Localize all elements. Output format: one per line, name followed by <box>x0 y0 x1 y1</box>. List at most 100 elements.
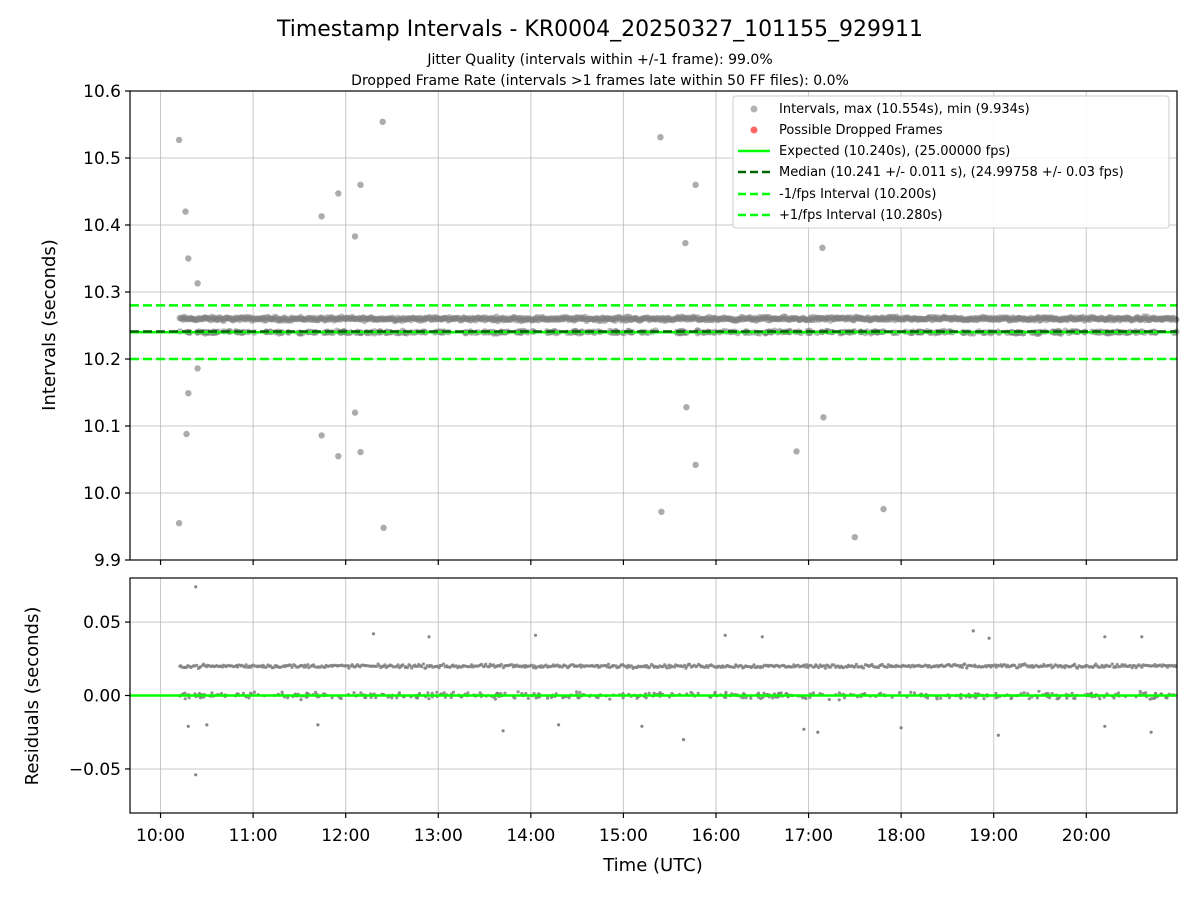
intervals-y-tick-label: 10.2 <box>83 350 121 370</box>
legend-label-dropped: Possible Dropped Frames <box>779 123 943 138</box>
intervals-y-axis-label: Intervals (seconds) <box>39 239 60 411</box>
intervals-outlier-point <box>692 181 699 188</box>
residuals-outlier-point <box>316 723 320 727</box>
residuals-point <box>688 662 692 667</box>
residuals-point <box>1016 666 1020 670</box>
residuals-point <box>430 691 434 695</box>
residuals-point <box>909 690 913 695</box>
residuals-point <box>478 691 482 695</box>
residuals-point <box>503 691 507 695</box>
residuals-y-ticks: −0.05 0.00 0.05 <box>69 613 130 780</box>
residuals-point <box>771 696 775 700</box>
residuals-point <box>529 663 534 667</box>
residuals-outlier-point <box>723 633 727 637</box>
residuals-point <box>854 662 859 666</box>
intervals-outlier-point <box>657 134 664 141</box>
residuals-y-tick-label: 0.00 <box>83 687 121 707</box>
residuals-point <box>479 662 484 667</box>
residuals-point <box>352 691 356 695</box>
residuals-point <box>484 662 488 666</box>
residuals-point <box>241 691 245 695</box>
legend-box <box>732 95 1170 229</box>
legend-label-minus-fps: -1/fps Interval (10.200s) <box>779 187 936 202</box>
intervals-outlier-point <box>820 414 827 421</box>
residuals-point <box>823 666 828 670</box>
residuals-point <box>741 696 746 700</box>
x-tick-label: 14:00 <box>506 826 555 846</box>
residuals-point <box>526 696 530 701</box>
residuals-point <box>364 696 368 700</box>
residuals-point <box>1049 663 1053 667</box>
residuals-point <box>198 665 203 669</box>
residuals-outlier-point <box>1149 730 1153 734</box>
intervals-outlier-points <box>175 118 887 541</box>
residuals-outlier-point <box>557 723 561 727</box>
intervals-outlier-point <box>335 453 342 460</box>
intervals-legend: Intervals, max (10.554s), min (9.934s) P… <box>732 95 1170 229</box>
residuals-point <box>183 697 187 701</box>
residuals-point <box>822 664 826 668</box>
residuals-point <box>1022 691 1026 695</box>
residuals-point <box>441 662 446 666</box>
intervals-outlier-point <box>185 255 192 262</box>
residuals-point <box>244 663 248 667</box>
residuals-outlier-point <box>501 729 505 733</box>
intervals-outlier-point <box>379 118 386 126</box>
residuals-point <box>805 663 809 667</box>
residuals-point <box>408 664 412 668</box>
residuals-point <box>419 665 424 669</box>
residuals-outlier-point <box>640 724 644 728</box>
residuals-point <box>397 691 401 695</box>
residuals-point <box>1140 665 1144 669</box>
intervals-outlier-point <box>357 181 364 188</box>
x-tick-label: 19:00 <box>969 826 1018 846</box>
residuals-point <box>1174 665 1178 669</box>
intervals-x-ticks <box>159 560 1087 565</box>
residuals-y-tick-label: 0.05 <box>83 613 121 633</box>
legend-marker-intervals <box>750 105 758 113</box>
intervals-outlier-point <box>335 190 342 197</box>
intervals-outlier-point <box>194 365 201 372</box>
intervals-y-tick-label: 10.3 <box>83 283 121 303</box>
x-tick-label: 20:00 <box>1062 826 1111 846</box>
residuals-outlier-point <box>186 724 190 728</box>
legend-label-median: Median (10.241 +/- 0.011 s), (24.99758 +… <box>779 165 1124 180</box>
residuals-point <box>608 697 612 701</box>
intervals-outlier-point <box>183 430 190 438</box>
residuals-point <box>621 696 625 700</box>
residuals-outlier-point <box>205 723 209 727</box>
x-tick-label: 13:00 <box>414 826 463 846</box>
residuals-point <box>960 665 964 670</box>
residuals-panel: 10:00 11:00 12:00 13:00 14:00 15:00 16:00 17:00… <box>22 577 1178 876</box>
residuals-point <box>339 696 343 701</box>
residuals-point <box>963 662 967 666</box>
residuals-outlier-point <box>971 629 975 633</box>
residuals-point <box>395 696 399 700</box>
residuals-point <box>435 690 439 694</box>
residuals-outlier-point <box>1103 724 1107 728</box>
residuals-point <box>247 696 251 700</box>
chart-title: Timestamp Intervals - KR0004_20250327_10… <box>276 17 923 42</box>
residuals-point <box>249 691 253 695</box>
residuals-point <box>290 665 294 670</box>
legend-marker-dropped <box>750 126 758 134</box>
chart-subtitle-jitter: Jitter Quality (intervals within +/-1 fr… <box>426 52 772 68</box>
intervals-band-points <box>176 313 1180 337</box>
residuals-point <box>803 665 807 669</box>
residuals-point <box>974 665 978 669</box>
x-tick-label: 12:00 <box>321 826 370 846</box>
residuals-point <box>1037 689 1041 693</box>
residuals-point <box>696 691 700 696</box>
residuals-point <box>424 666 428 670</box>
residuals-y-axis-label: Residuals (seconds) <box>22 607 43 786</box>
intervals-y-tick-label: 9.9 <box>94 551 121 571</box>
residuals-point <box>898 691 902 695</box>
residuals-point <box>421 662 425 666</box>
residuals-point <box>442 691 446 695</box>
residuals-point <box>629 664 633 668</box>
intervals-outlier-point <box>851 534 858 541</box>
residuals-point <box>374 696 378 700</box>
x-tick-label: 16:00 <box>691 826 740 846</box>
residuals-point <box>252 690 257 694</box>
residuals-point <box>1138 689 1142 694</box>
